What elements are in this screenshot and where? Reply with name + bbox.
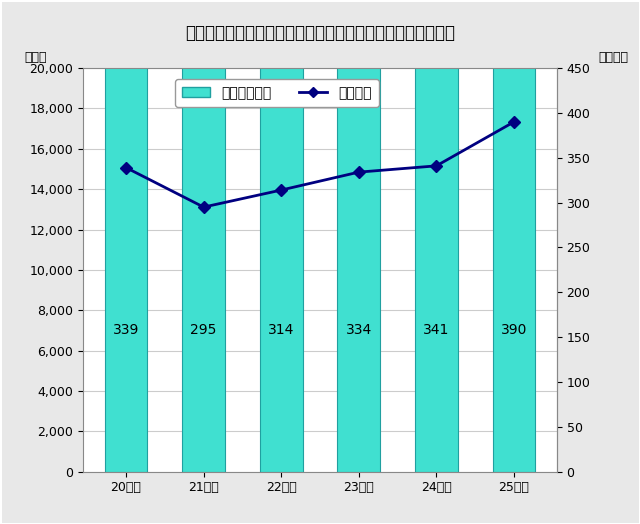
Text: 295: 295: [191, 323, 217, 337]
Legend: 研究費受入額, 実施件数: 研究費受入額, 実施件数: [175, 79, 379, 107]
Bar: [105, 0, 147, 472]
Bar: [415, 0, 458, 472]
Y-axis label: （件）: （件）: [24, 51, 47, 64]
Bar: [337, 0, 380, 472]
Text: 390: 390: [500, 323, 527, 337]
Text: 334: 334: [346, 323, 372, 337]
Y-axis label: （億円）: （億円）: [598, 51, 628, 64]
Bar: [493, 0, 535, 472]
Text: 341: 341: [423, 323, 449, 337]
Bar: [182, 0, 225, 472]
Text: 339: 339: [113, 323, 140, 337]
Text: 【民間企業との共同研究実施件数及び研究費受入額の推移】: 【民間企業との共同研究実施件数及び研究費受入額の推移】: [185, 24, 455, 41]
Text: 314: 314: [268, 323, 294, 337]
Bar: [260, 0, 303, 472]
